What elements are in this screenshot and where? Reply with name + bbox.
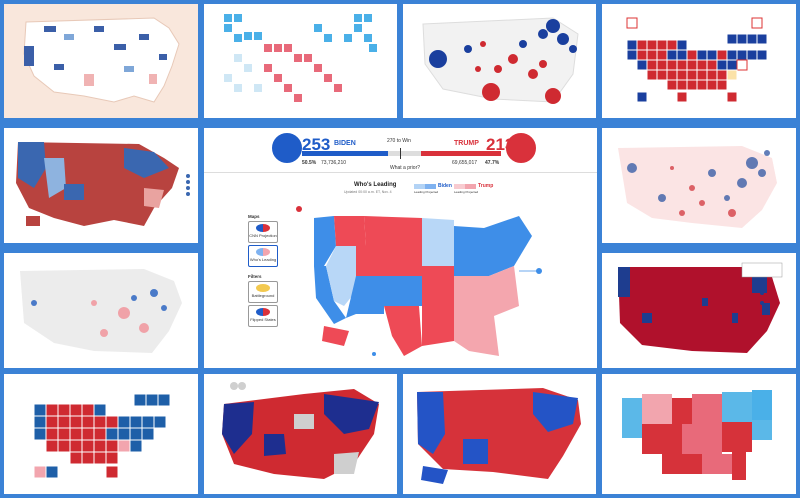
dem-popular-vote: 73,736,210	[321, 160, 347, 166]
state-nv	[326, 246, 356, 306]
state-ak	[322, 326, 349, 346]
dem-progress-bar	[302, 151, 388, 156]
map-thumbnail-10[interactable]	[204, 374, 397, 494]
us-election-map	[314, 216, 542, 356]
us-block-cartogram-illustration	[622, 390, 772, 480]
state-wy-ne	[382, 246, 422, 276]
legend-dem-label: Biden	[438, 183, 452, 189]
state-ga-al	[454, 316, 499, 356]
map-updated-time: Updated 00:00 a.m. ET, Nov. 4	[344, 190, 392, 194]
state-ky-tn	[454, 276, 489, 316]
legend-rep-sub: Leading Projected	[454, 190, 479, 194]
cnn-projection-button[interactable]: CNN Projection	[248, 221, 278, 243]
biden-avatar	[272, 133, 302, 163]
battleground-button[interactable]: Battleground	[248, 281, 278, 303]
state-tx	[384, 306, 422, 356]
state-mt-nd	[364, 216, 422, 246]
legend-dem-sub: Leading Projected	[414, 190, 439, 194]
us-grid-map-illustration	[626, 17, 768, 103]
us-cartogram-illustration	[33, 393, 171, 479]
state-va-nc	[489, 266, 519, 316]
map-thumbnail-8[interactable]	[602, 253, 796, 368]
map-thumbnail-9[interactable]	[4, 374, 198, 494]
filters-section-label: Filters	[248, 274, 262, 279]
what-prior-link[interactable]: What a prior?	[390, 165, 421, 171]
election-results-panel: 253 BIDEN 270 to Win 213 TRUMP 50.5% 73,…	[204, 128, 597, 368]
projection-icon	[256, 224, 270, 232]
state-wi-mi	[454, 226, 484, 276]
us-county-bubble-map-illustration	[618, 146, 777, 228]
map-thumbnail-12[interactable]	[602, 374, 796, 494]
state-ny-pa	[484, 216, 532, 276]
map-title: Who's Leading	[354, 182, 397, 188]
rep-candidate-name: TRUMP	[454, 140, 479, 147]
map-thumbnail-3[interactable]	[403, 4, 596, 118]
state-co	[384, 276, 422, 306]
map-thumbnail-7[interactable]	[4, 253, 198, 368]
state-az-co	[346, 276, 384, 318]
us-hex-map-illustration	[222, 382, 379, 479]
whos-leading-button[interactable]: Who's Leading	[248, 245, 278, 267]
trump-avatar	[506, 133, 536, 163]
rep-percent: 47.7%	[485, 160, 500, 166]
dem-electoral-votes: 253	[302, 135, 331, 154]
state-ut-wy	[356, 246, 382, 276]
us-tile-map-illustration	[224, 14, 377, 102]
maps-section-label: Maps	[248, 214, 260, 219]
battleground-icon	[256, 284, 270, 292]
state-hi	[372, 352, 376, 356]
battleground-label: Battleground	[251, 293, 275, 298]
state-id-mt	[334, 216, 366, 246]
map-thumbnail-6[interactable]	[602, 128, 796, 243]
map-thumbnail-5[interactable]	[4, 128, 198, 243]
map-thumbnail-11[interactable]	[403, 374, 596, 494]
legend-dem-swatch	[414, 184, 436, 189]
win-threshold-marker	[400, 148, 401, 159]
whos-leading-label: Who's Leading	[249, 257, 277, 262]
us-state-map-illustration	[16, 142, 190, 226]
legend-rep-swatch	[454, 184, 476, 189]
to-win-label: 270 to Win	[387, 138, 411, 144]
flipped-states-button[interactable]: Flipped States	[248, 305, 278, 327]
map-thumbnail-1[interactable]	[4, 4, 198, 118]
state-la-ar	[422, 306, 454, 346]
us-dot-map-illustration	[20, 269, 182, 353]
rep-progress-bar	[421, 151, 501, 156]
state-mn	[422, 218, 454, 266]
us-map-illustration	[23, 17, 180, 103]
legend-rep-label: Trump	[478, 183, 494, 189]
cnn-projection-label: CNN Projection	[249, 233, 277, 238]
dem-percent: 50.5%	[302, 160, 317, 166]
us-bubble-map-illustration	[422, 17, 579, 104]
us-county-red-map-illustration	[618, 262, 783, 353]
flipped-icon	[256, 308, 270, 316]
progress-remaining	[388, 151, 421, 156]
zoom-icon[interactable]	[296, 206, 302, 212]
flipped-states-label: Flipped States	[250, 317, 276, 322]
map-thumbnail-2[interactable]	[204, 4, 397, 118]
dem-candidate-name: BIDEN	[334, 140, 356, 147]
state-ca	[314, 266, 346, 324]
map-thumbnail-4[interactable]	[602, 4, 796, 118]
us-hatched-map-illustration	[417, 388, 581, 484]
rep-popular-vote: 69,655,017	[452, 160, 478, 166]
results-header: 253 BIDEN 270 to Win 213 TRUMP 50.5% 73,…	[204, 128, 597, 173]
state-ks-mo	[422, 266, 454, 306]
leading-icon	[256, 248, 270, 256]
